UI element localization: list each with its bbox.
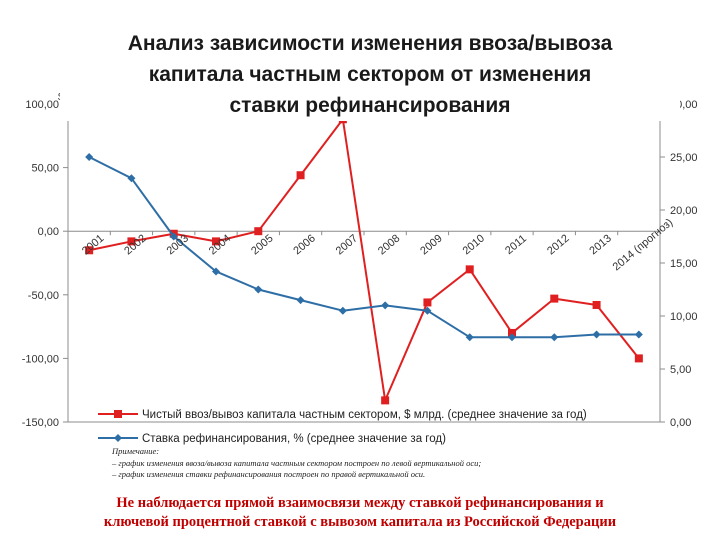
series-1-point [550, 294, 559, 303]
series-1-point [296, 171, 305, 180]
category-label: 2004 [207, 232, 233, 257]
legend-swatch-marker [114, 410, 122, 418]
series-1-point [127, 237, 136, 246]
series-1-point [634, 354, 643, 363]
category-label: 2014 (прогноз) [611, 216, 676, 273]
series-2-point [423, 306, 432, 315]
series-2-point [85, 153, 94, 161]
right-tick-label: 15,00 [670, 258, 698, 270]
chart-note: Примечание: – график изменения ввоза/выв… [112, 446, 672, 481]
left-tick-label: 50,00 [31, 163, 59, 175]
right-tick-label: 5,00 [670, 364, 691, 376]
right-tick-label: 25,00 [670, 152, 698, 164]
series-2-point [465, 333, 474, 342]
left-tick-label: 0,00 [38, 226, 59, 238]
right-tick-label: 10,00 [670, 311, 698, 323]
legend-label: Чистый ввоз/вывоз капитала частным секто… [142, 409, 587, 421]
category-label: 2002 [122, 232, 148, 257]
right-tick-label: 0,00 [670, 417, 691, 429]
legend-swatch-marker [114, 434, 122, 442]
category-label: 2001 [80, 232, 106, 257]
left-tick-label: 100,00 [25, 99, 59, 111]
title-line-1: Анализ зависимости изменения ввоза/вывоз… [60, 28, 680, 59]
category-label: 2012 [545, 232, 571, 257]
title-line-2: капитала частным сектором от изменения [60, 59, 680, 90]
series-2-point [592, 330, 601, 339]
series-2-point [508, 333, 516, 342]
category-label: 2013 [587, 232, 613, 257]
series-1-point [465, 265, 474, 274]
series-2-point [254, 285, 263, 294]
conclusion: Не наблюдается прямой взаимосвязи между … [0, 494, 720, 532]
series-1-point [508, 328, 516, 337]
note-heading: Примечание: [112, 446, 160, 456]
series-2-point [381, 301, 390, 310]
slide-title: Анализ зависимости изменения ввоза/вывоз… [60, 28, 680, 121]
left-tick-label: -50,00 [28, 290, 59, 302]
category-label: 2009 [418, 232, 444, 257]
series-2-line [88, 156, 639, 339]
series-1-point [592, 300, 601, 309]
series-2-point [338, 306, 347, 315]
series-2-point [296, 296, 305, 305]
left-tick-label: -100,00 [22, 353, 59, 365]
category-label: 2010 [461, 232, 487, 257]
series-2-point [169, 232, 178, 241]
right-tick-label: 20,00 [670, 205, 698, 217]
series-2-point [127, 174, 136, 183]
series-1-point [423, 298, 432, 307]
title-line-3: ставки рефинансирования [60, 90, 680, 121]
legend-label: Ставка рефинансирования, % (среднее знач… [142, 433, 446, 445]
axes: 100,0050,000,00-50,00-100,00-150,0030,00… [22, 92, 698, 429]
conclusion-line-1: Не наблюдается прямой взаимосвязи между … [116, 495, 604, 511]
series-1-point [381, 396, 390, 405]
series-2-point [550, 333, 559, 342]
series-1-point [254, 227, 263, 236]
series-1-point [212, 237, 220, 246]
note-line-2: – график изменения ставки рефинансирован… [112, 469, 426, 479]
conclusion-line-2: ключевой процентной ставкой с вывозом ка… [103, 514, 617, 530]
category-label: 2005 [249, 232, 275, 257]
series-1-point [85, 246, 94, 255]
category-label: 2008 [376, 232, 402, 257]
note-line-1: – график изменения ввоза/вывоза капитала… [112, 457, 482, 468]
series-1-line [88, 118, 640, 402]
left-tick-label: -150,00 [22, 417, 59, 429]
series-2-point [634, 330, 643, 339]
series-2-point [212, 267, 220, 276]
category-label: 2011 [503, 233, 529, 257]
category-label: 2007 [334, 232, 360, 257]
series [85, 115, 643, 405]
category-labels: 2001 2002 2003 2004 2005 2006 2007 2008 2009 2010… [67, 216, 676, 273]
legend: Чистый ввоз/вывоз капитала частным секто… [98, 409, 587, 445]
category-label: 2006 [291, 232, 317, 257]
